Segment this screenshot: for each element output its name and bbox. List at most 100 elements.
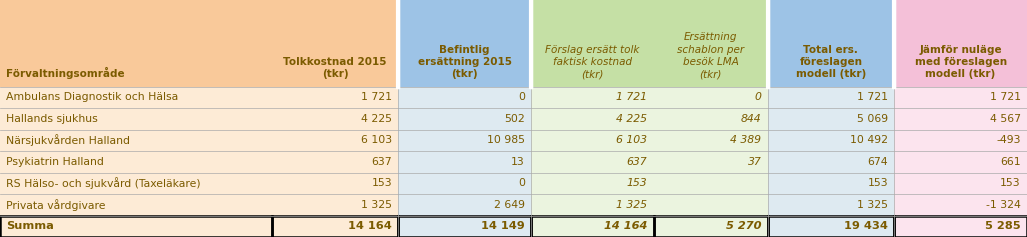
Text: 10 492: 10 492 [850, 135, 888, 145]
Text: Förslag ersätt tolk
faktisk kostnad
(tkr): Förslag ersätt tolk faktisk kostnad (tkr… [545, 45, 640, 79]
Bar [767, 215, 895, 237]
Text: 153: 153 [626, 178, 647, 188]
Text: -1 324: -1 324 [986, 200, 1021, 210]
Bar [0, 215, 272, 237]
Text: 4 567: 4 567 [990, 114, 1021, 124]
Bar [653, 215, 767, 237]
Bar [531, 108, 653, 129]
Bar [653, 215, 767, 237]
Bar [653, 173, 767, 194]
Bar [398, 0, 531, 87]
Text: 6 103: 6 103 [362, 135, 392, 145]
Text: 0: 0 [755, 92, 761, 102]
Text: 1 721: 1 721 [990, 92, 1021, 102]
Text: 1 325: 1 325 [362, 200, 392, 210]
Text: RS Hälso- och sjukvård (Taxeläkare): RS Hälso- och sjukvård (Taxeläkare) [6, 177, 201, 189]
Bar [272, 129, 398, 151]
Bar [272, 215, 398, 237]
Bar [895, 194, 1027, 215]
Text: 14 164: 14 164 [604, 221, 647, 231]
Text: 153: 153 [1000, 178, 1021, 188]
Text: Privata vårdgivare: Privata vårdgivare [6, 199, 106, 211]
Text: 19 434: 19 434 [844, 221, 888, 231]
Text: 1 721: 1 721 [616, 92, 647, 102]
Bar [653, 151, 767, 173]
Text: 637: 637 [626, 157, 647, 167]
Bar [767, 87, 895, 108]
Text: 661: 661 [1000, 157, 1021, 167]
Text: 844: 844 [740, 114, 761, 124]
Text: Befintlig
ersättning 2015
(tkr): Befintlig ersättning 2015 (tkr) [418, 45, 511, 79]
Bar [0, 194, 272, 215]
Text: 5 069: 5 069 [857, 114, 888, 124]
Bar [272, 87, 398, 108]
Bar [767, 0, 895, 87]
Bar [398, 173, 531, 194]
Text: -493: -493 [996, 135, 1021, 145]
Bar [0, 151, 272, 173]
Text: 1 325: 1 325 [858, 200, 888, 210]
Text: 1 721: 1 721 [858, 92, 888, 102]
Text: 4 225: 4 225 [362, 114, 392, 124]
Bar [272, 151, 398, 173]
Text: 5 285: 5 285 [985, 221, 1021, 231]
Text: Psykiatrin Halland: Psykiatrin Halland [6, 157, 104, 167]
Text: 1 721: 1 721 [362, 92, 392, 102]
Bar [895, 173, 1027, 194]
Text: 1 325: 1 325 [616, 200, 647, 210]
Text: 14 149: 14 149 [482, 221, 525, 231]
Text: Summa: Summa [6, 221, 54, 231]
Text: Tolkkostnad 2015
(tkr): Tolkkostnad 2015 (tkr) [283, 57, 387, 79]
Bar [0, 173, 272, 194]
Bar [531, 215, 653, 237]
Text: Ambulans Diagnostik och Hälsa: Ambulans Diagnostik och Hälsa [6, 92, 179, 102]
Text: 637: 637 [372, 157, 392, 167]
Bar [531, 0, 653, 87]
Text: 14 164: 14 164 [348, 221, 392, 231]
Bar [767, 215, 895, 237]
Bar [653, 108, 767, 129]
Bar [767, 173, 895, 194]
Text: 2 649: 2 649 [494, 200, 525, 210]
Bar [767, 151, 895, 173]
Text: Förvaltningsområde: Förvaltningsområde [6, 67, 125, 79]
Bar [398, 194, 531, 215]
Bar [398, 87, 531, 108]
Text: 4 225: 4 225 [616, 114, 647, 124]
Bar [0, 0, 272, 87]
Bar [531, 151, 653, 173]
Bar [767, 129, 895, 151]
Bar [767, 108, 895, 129]
Bar [895, 0, 1027, 87]
Bar [895, 108, 1027, 129]
Bar [0, 129, 272, 151]
Bar [653, 0, 767, 87]
Bar [398, 215, 531, 237]
Bar [398, 151, 531, 173]
Bar [653, 129, 767, 151]
Bar [531, 173, 653, 194]
Bar [895, 151, 1027, 173]
Bar [272, 0, 398, 87]
Text: 4 389: 4 389 [730, 135, 761, 145]
Text: 13: 13 [511, 157, 525, 167]
Text: 0: 0 [518, 178, 525, 188]
Bar [653, 194, 767, 215]
Bar [531, 129, 653, 151]
Text: 674: 674 [868, 157, 888, 167]
Text: 153: 153 [372, 178, 392, 188]
Text: 6 103: 6 103 [616, 135, 647, 145]
Bar [0, 87, 272, 108]
Bar [531, 215, 653, 237]
Bar [0, 108, 272, 129]
Bar [531, 87, 653, 108]
Text: Total ers.
föreslagen
modell (tkr): Total ers. föreslagen modell (tkr) [796, 45, 866, 79]
Text: Närsjukvården Halland: Närsjukvården Halland [6, 134, 130, 146]
Bar [272, 173, 398, 194]
Bar [895, 87, 1027, 108]
Bar [272, 194, 398, 215]
Bar [895, 215, 1027, 237]
Bar [398, 129, 531, 151]
Bar [895, 129, 1027, 151]
Text: 10 985: 10 985 [487, 135, 525, 145]
